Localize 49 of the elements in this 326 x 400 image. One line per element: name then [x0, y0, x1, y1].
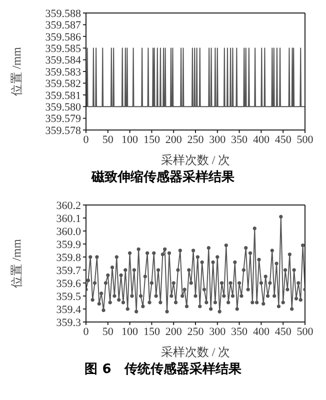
y-tick-label: 359.588: [45, 8, 82, 20]
x-tick-label: 450: [274, 134, 292, 146]
y-tick-label: 359.579: [45, 113, 82, 126]
y-tick-label: 359.581: [45, 90, 81, 102]
y-tick-label: 359.585: [45, 43, 82, 56]
x-tick-label: 400: [252, 326, 270, 338]
y-tick-label: 359.7: [56, 264, 82, 277]
x-tick-label: 200: [165, 134, 182, 146]
x-tick-label: 350: [231, 326, 248, 338]
x-tick-label: 150: [143, 134, 160, 146]
y-tick-label: 359.8: [56, 252, 82, 264]
x-tick-label: 400: [252, 134, 270, 146]
y-axis-title: 位置 /mm: [9, 238, 24, 288]
y-tick-label: 359.6: [56, 278, 82, 290]
x-tick-label: 500: [296, 326, 314, 338]
x-tick-label: 50: [102, 326, 114, 338]
y-tick-label: 359.9: [56, 238, 82, 251]
x-tick-label: 300: [209, 326, 226, 338]
y-tick-label: 359.3: [56, 316, 82, 329]
y-tick-label: 359.580: [45, 102, 82, 114]
x-axis-title: 采样次数 / 次: [160, 345, 230, 359]
x-axis-title: 采样次数 / 次: [160, 153, 230, 167]
x-tick-label: 250: [187, 326, 204, 338]
x-tick-label: 450: [274, 326, 292, 338]
y-tick-label: 359.586: [45, 31, 82, 44]
y-tick-label: 360.1: [56, 212, 81, 225]
y-tick-label: 359.5: [56, 290, 82, 303]
x-tick-label: 300: [209, 134, 226, 146]
y-tick-label: 359.583: [45, 66, 82, 78]
x-tick-label: 50: [102, 134, 114, 146]
x-tick-label: 500: [296, 134, 314, 146]
y-axis-title: 位置 /mm: [9, 46, 24, 96]
y-tick-label: 359.584: [45, 54, 82, 67]
x-tick-label: 250: [187, 134, 204, 146]
y-tick-label: 359.4: [56, 304, 82, 316]
x-tick-label: 100: [122, 134, 139, 146]
y-tick-label: 359.587: [45, 20, 82, 32]
text: 磁致伸缩传感器采样结果: [90, 168, 236, 186]
x-tick-label: 350: [231, 134, 248, 146]
x-tick-label: 0: [83, 134, 90, 146]
x-tick-label: 0: [83, 326, 90, 338]
x-tick-label: 100: [122, 326, 139, 338]
y-tick-label: 359.578: [45, 124, 82, 137]
y-tick-label: 359.582: [45, 78, 81, 90]
y-tick-label: 360.0: [56, 226, 82, 238]
x-tick-label: 150: [143, 326, 160, 338]
x-tick-label: 200: [165, 326, 182, 338]
text: 图 6 传统传感器采样结果: [84, 360, 242, 378]
y-tick-label: 360.2: [56, 200, 81, 212]
